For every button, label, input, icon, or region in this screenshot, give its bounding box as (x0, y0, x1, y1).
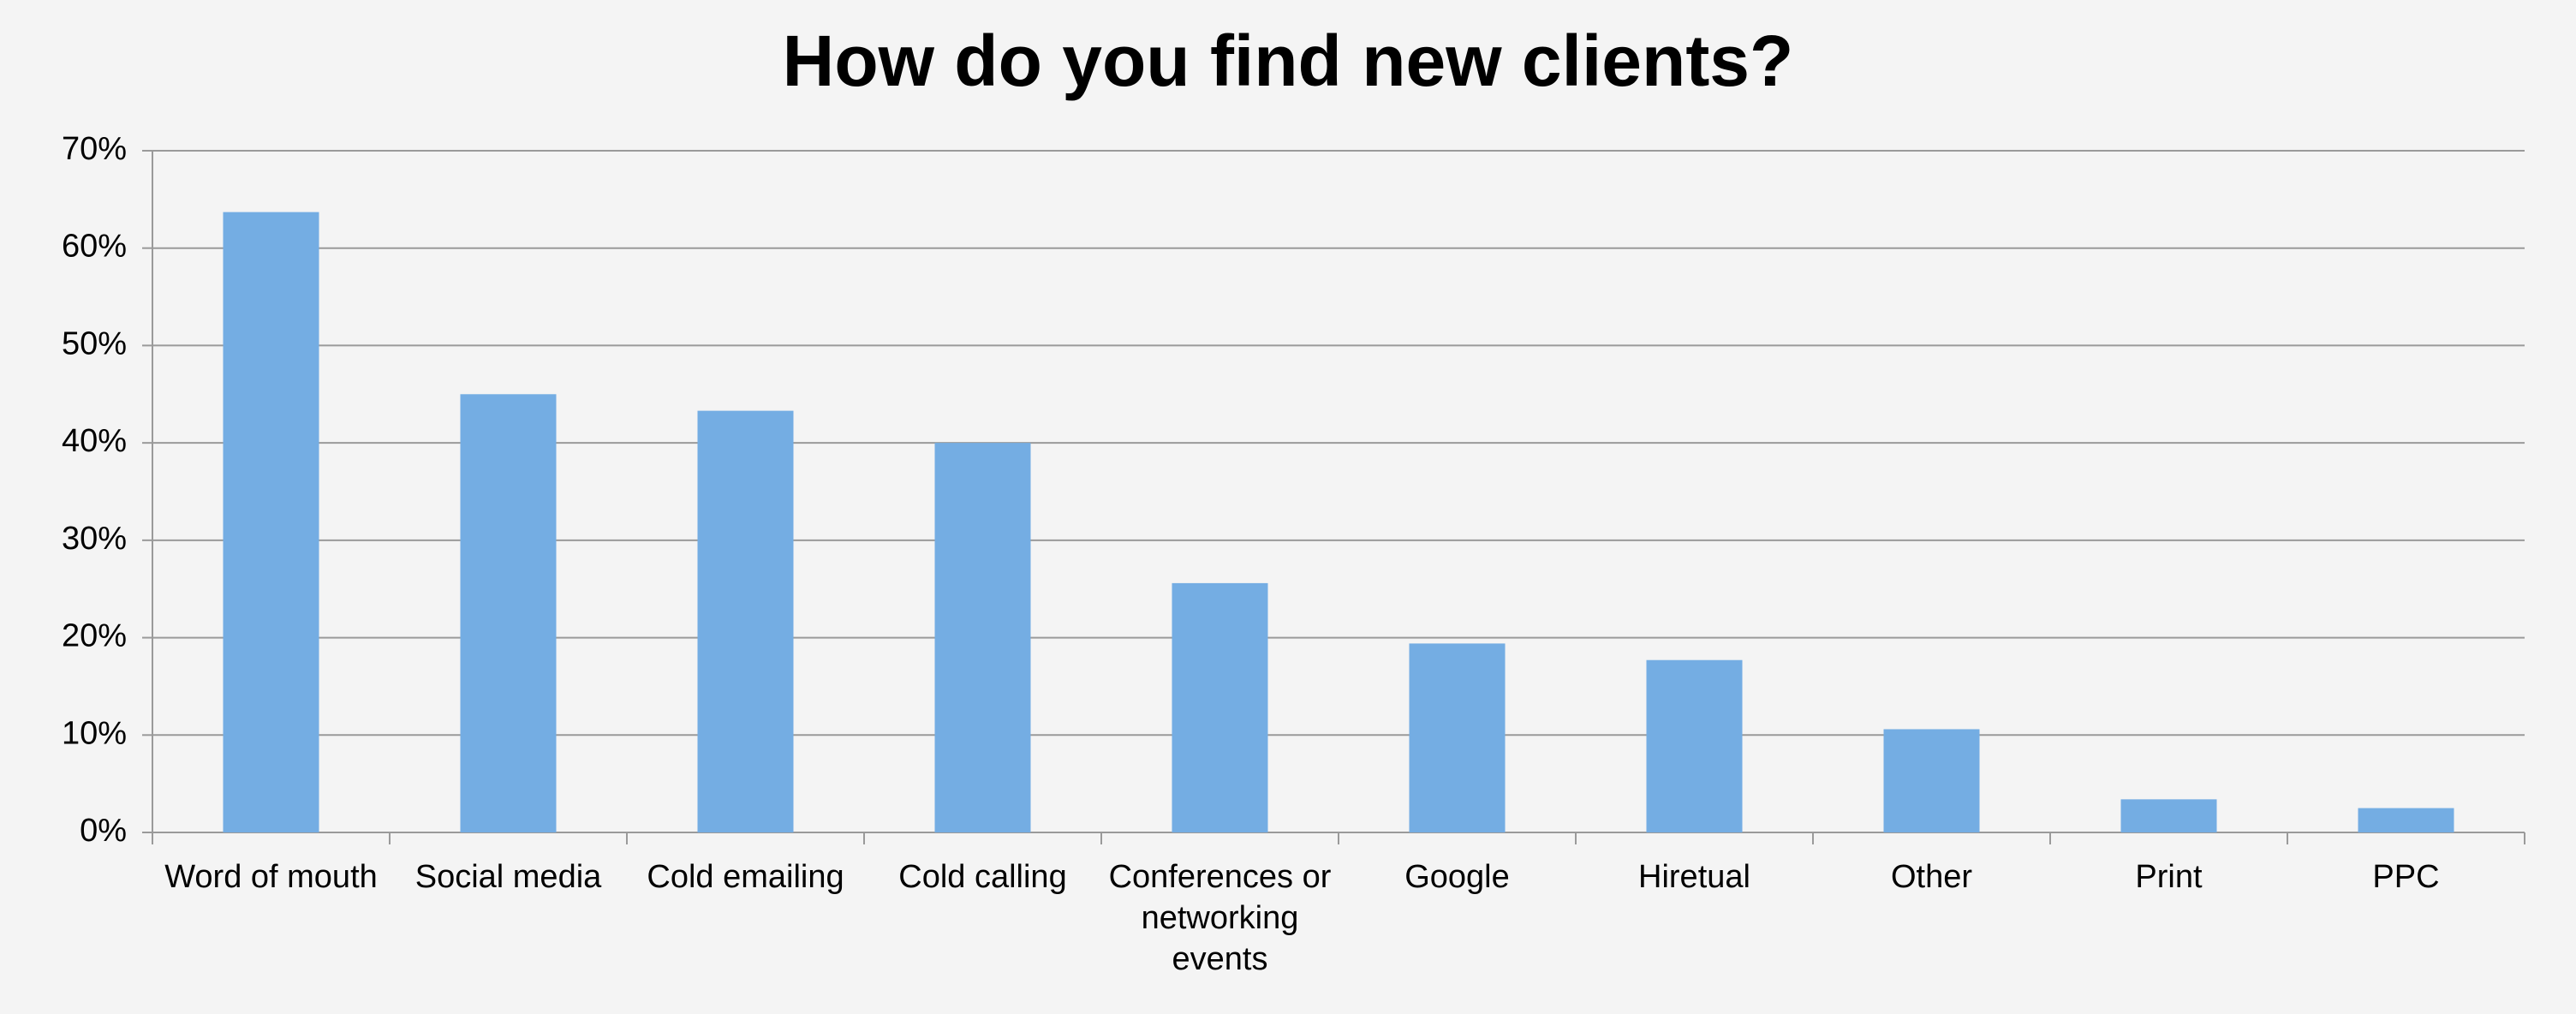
y-tick-label: 0% (80, 813, 127, 849)
chart-title: How do you find new clients? (783, 21, 1794, 101)
bar (697, 410, 794, 832)
bar (2358, 808, 2454, 832)
y-tick-label: 30% (62, 521, 127, 557)
x-tick-label: Other (1890, 859, 1973, 895)
bar (1883, 729, 1980, 832)
bar (460, 394, 557, 832)
x-tick-label: Google (1404, 859, 1510, 895)
x-tick-label: Social media (414, 859, 602, 895)
bar (934, 443, 1031, 832)
x-tick-label: Hiretual (1638, 859, 1750, 895)
y-tick-label: 40% (62, 423, 127, 459)
y-tick-label: 50% (62, 325, 127, 361)
x-tick-label: PPC (2372, 859, 2440, 895)
bar (223, 212, 319, 832)
bar (1409, 643, 1506, 832)
x-tick-label: Cold calling (898, 859, 1067, 895)
bar (1646, 659, 1743, 832)
x-tick-label: Cold emailing (647, 859, 844, 895)
y-tick-label: 70% (62, 131, 127, 167)
x-tick-label: Conferences or networking events (1108, 859, 1332, 977)
bar (1172, 582, 1268, 832)
y-tick-label: 60% (62, 229, 127, 265)
x-tick-label: Print (2135, 859, 2203, 895)
x-tick-label: Word of mouth (164, 859, 378, 895)
y-tick-label: 10% (62, 715, 127, 751)
bar (2120, 799, 2217, 832)
y-tick-label: 20% (62, 618, 127, 654)
